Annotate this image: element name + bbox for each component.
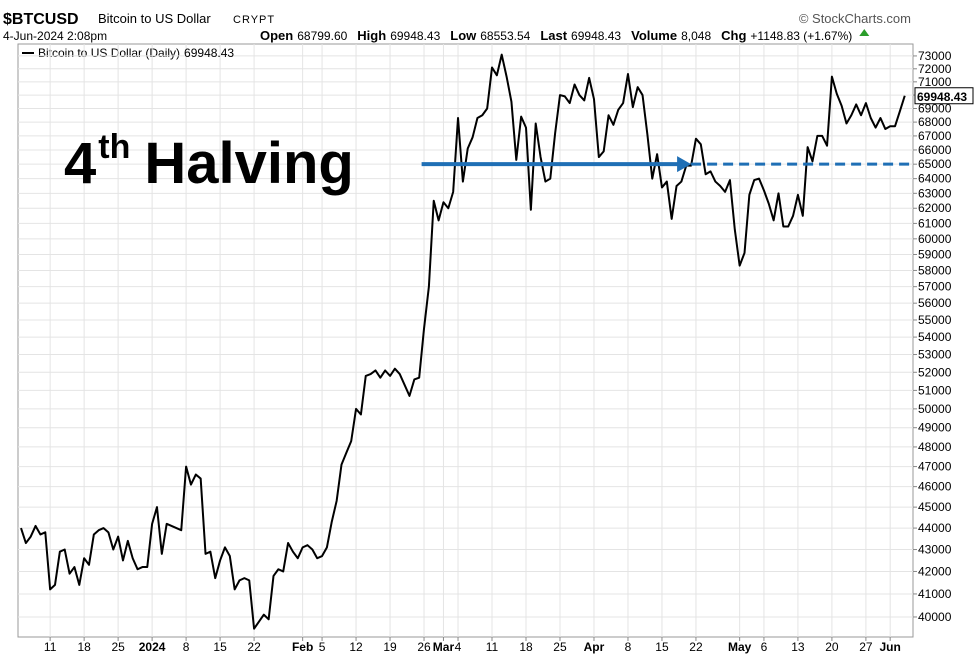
legend-label: Bitcoin to US Dollar (Daily): [38, 46, 180, 60]
y-tick-label: 47000: [918, 460, 952, 474]
stat-key: Chg: [721, 28, 746, 43]
y-tick-label: 54000: [918, 330, 952, 344]
annotation-sup: th: [98, 128, 130, 166]
x-tick-label: May: [728, 640, 752, 654]
y-tick-label: 51000: [918, 383, 952, 397]
x-tick-label: Jun: [880, 640, 901, 654]
y-tick-label: 60000: [918, 232, 952, 246]
y-tick-label: 66000: [918, 143, 952, 157]
y-tick-label: 46000: [918, 480, 952, 494]
y-tick-label: 72000: [918, 62, 952, 76]
y-tick-label: 67000: [918, 129, 952, 143]
x-tick-label: 8: [625, 640, 632, 654]
x-tick-label: 22: [689, 640, 703, 654]
y-tick-label: 50000: [918, 402, 952, 416]
y-tick-label: 61000: [918, 216, 952, 230]
x-tick-label: 25: [553, 640, 567, 654]
stat-value: 68553.54: [480, 29, 530, 43]
y-tick-label: 65000: [918, 157, 952, 171]
x-tick-label: 22: [247, 640, 261, 654]
x-tick-label: 4: [455, 640, 462, 654]
x-tick-label: 20: [825, 640, 839, 654]
plot-frame: [17, 43, 914, 638]
price-tag-label: 69948.43: [917, 90, 967, 104]
y-tick-label: 69000: [918, 101, 952, 115]
date: 4-Jun-2024 2:08pm: [3, 29, 107, 43]
stat-value: 68799.60: [297, 29, 347, 43]
x-tick-label: 11: [486, 640, 499, 654]
y-tick-label: 63000: [918, 186, 952, 200]
x-tick-label: Mar: [433, 640, 455, 654]
y-tick-label: 53000: [918, 348, 952, 362]
exchange: CRYPT: [233, 14, 275, 26]
x-tick-label: 27: [859, 640, 873, 654]
y-tick-label: 56000: [918, 296, 952, 310]
x-tick-label: 13: [791, 640, 805, 654]
stat-key: Volume: [631, 28, 677, 43]
y-tick-label: 68000: [918, 115, 952, 129]
x-tick-label: 18: [519, 640, 533, 654]
x-tick-label: 2024: [139, 640, 166, 654]
stat-key: Last: [540, 28, 567, 43]
stat-value: 8,048: [681, 29, 711, 43]
x-tick-label: 25: [111, 640, 125, 654]
stat-value: +1148.83 (+1.67%): [750, 29, 852, 43]
y-tick-label: 73000: [918, 49, 952, 63]
x-tick-label: 8: [183, 640, 190, 654]
y-tick-label: 58000: [918, 263, 952, 277]
y-tick-label: 57000: [918, 280, 952, 294]
legend-value: 69948.43: [184, 46, 234, 60]
annotation-text: Halving: [144, 131, 354, 196]
y-tick-label: 44000: [918, 521, 952, 535]
x-tick-label: 6: [761, 640, 768, 654]
y-tick-label: 40000: [918, 610, 952, 624]
symbol: $BTCUSD: [3, 11, 79, 28]
annotation-number: 4: [64, 131, 96, 196]
x-tick-label: Apr: [584, 640, 605, 654]
stat-value: 69948.43: [571, 29, 621, 43]
stat-key: Open: [260, 28, 293, 43]
y-tick-label: 52000: [918, 365, 952, 379]
y-tick-label: 62000: [918, 201, 952, 215]
x-tick-label: 19: [383, 640, 397, 654]
y-tick-label: 49000: [918, 421, 952, 435]
price-tag: [914, 87, 974, 105]
arrow-head: [677, 156, 692, 173]
y-tick-label: 59000: [918, 248, 952, 262]
stat-key: High: [357, 28, 386, 43]
y-tick-label: 45000: [918, 500, 952, 514]
y-tick-label: 55000: [918, 313, 952, 327]
x-tick-label: 15: [213, 640, 227, 654]
y-tick-label: 71000: [918, 75, 952, 89]
up-arrow: [859, 29, 870, 36]
y-tick-label: 41000: [918, 587, 952, 601]
y-tick-label: 64000: [918, 172, 952, 186]
stat-value: 69948.43: [390, 29, 440, 43]
y-tick-label: 43000: [918, 543, 952, 557]
x-tick-label: 5: [319, 640, 326, 654]
price-line: [20, 53, 906, 630]
stat-key: Low: [450, 28, 477, 43]
x-tick-label: 11: [44, 640, 57, 654]
y-tick-label: 48000: [918, 440, 952, 454]
y-tick-label: 42000: [918, 564, 952, 578]
x-tick-label: 15: [655, 640, 669, 654]
x-tick-label: 12: [349, 640, 363, 654]
x-tick-label: 18: [77, 640, 91, 654]
source: © StockCharts.com: [799, 11, 911, 26]
x-tick-label: 26: [417, 640, 431, 654]
x-tick-label: Feb: [292, 640, 313, 654]
instrument-name: Bitcoin to US Dollar: [98, 11, 211, 26]
